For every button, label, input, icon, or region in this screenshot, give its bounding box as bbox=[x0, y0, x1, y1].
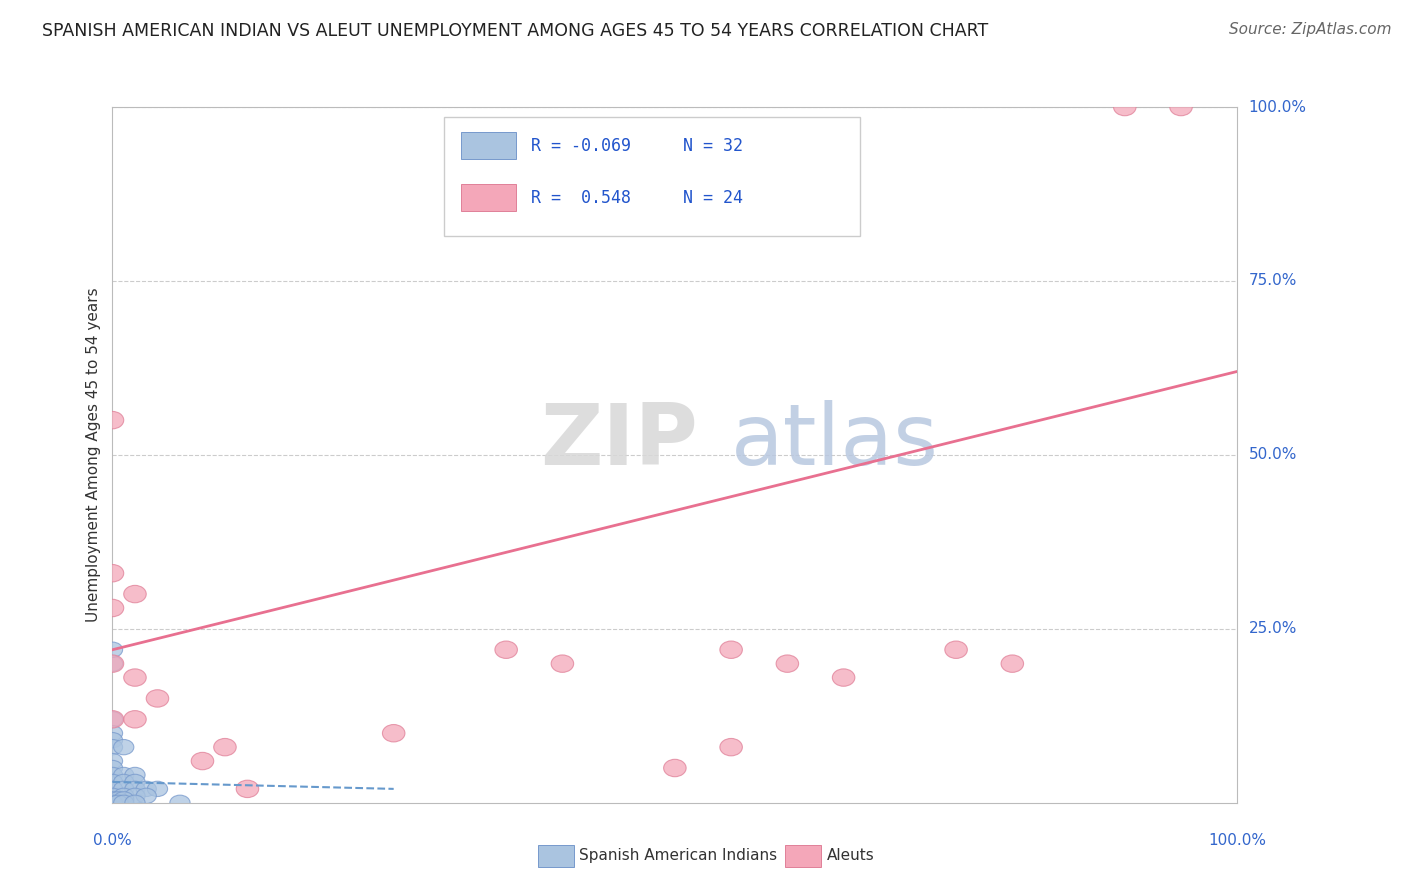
Ellipse shape bbox=[214, 739, 236, 756]
Ellipse shape bbox=[495, 641, 517, 658]
Ellipse shape bbox=[125, 767, 145, 782]
Text: N = 24: N = 24 bbox=[683, 189, 742, 207]
Ellipse shape bbox=[114, 792, 134, 807]
Ellipse shape bbox=[101, 411, 124, 429]
Text: atlas: atlas bbox=[731, 400, 939, 483]
Ellipse shape bbox=[124, 585, 146, 603]
Ellipse shape bbox=[146, 690, 169, 707]
Text: 100.0%: 100.0% bbox=[1249, 100, 1306, 114]
Text: Source: ZipAtlas.com: Source: ZipAtlas.com bbox=[1229, 22, 1392, 37]
Ellipse shape bbox=[101, 655, 124, 673]
Ellipse shape bbox=[1001, 655, 1024, 673]
Ellipse shape bbox=[236, 780, 259, 797]
Ellipse shape bbox=[191, 752, 214, 770]
Ellipse shape bbox=[103, 754, 122, 769]
Ellipse shape bbox=[101, 565, 124, 582]
Ellipse shape bbox=[103, 781, 122, 797]
Ellipse shape bbox=[136, 789, 156, 804]
Ellipse shape bbox=[114, 781, 134, 797]
Ellipse shape bbox=[114, 767, 134, 782]
Ellipse shape bbox=[664, 759, 686, 777]
Ellipse shape bbox=[114, 795, 134, 811]
Ellipse shape bbox=[832, 669, 855, 686]
Ellipse shape bbox=[136, 781, 156, 797]
Ellipse shape bbox=[108, 795, 128, 811]
Ellipse shape bbox=[720, 641, 742, 658]
FancyBboxPatch shape bbox=[537, 845, 574, 867]
Text: SPANISH AMERICAN INDIAN VS ALEUT UNEMPLOYMENT AMONG AGES 45 TO 54 YEARS CORRELAT: SPANISH AMERICAN INDIAN VS ALEUT UNEMPLO… bbox=[42, 22, 988, 40]
Ellipse shape bbox=[124, 711, 146, 728]
Ellipse shape bbox=[382, 724, 405, 742]
Ellipse shape bbox=[125, 795, 145, 811]
Ellipse shape bbox=[125, 781, 145, 797]
Ellipse shape bbox=[108, 792, 128, 807]
Ellipse shape bbox=[148, 781, 167, 797]
Ellipse shape bbox=[1170, 98, 1192, 116]
Ellipse shape bbox=[945, 641, 967, 658]
Text: Spanish American Indians: Spanish American Indians bbox=[579, 848, 778, 863]
FancyBboxPatch shape bbox=[461, 185, 516, 211]
Ellipse shape bbox=[103, 656, 122, 672]
Ellipse shape bbox=[103, 774, 122, 789]
Ellipse shape bbox=[103, 767, 122, 782]
Ellipse shape bbox=[720, 739, 742, 756]
Text: 50.0%: 50.0% bbox=[1249, 448, 1296, 462]
Ellipse shape bbox=[103, 789, 122, 804]
Ellipse shape bbox=[125, 774, 145, 789]
Ellipse shape bbox=[124, 669, 146, 686]
Text: Aleuts: Aleuts bbox=[827, 848, 875, 863]
Ellipse shape bbox=[103, 760, 122, 776]
FancyBboxPatch shape bbox=[444, 118, 860, 235]
Text: N = 32: N = 32 bbox=[683, 137, 742, 155]
Ellipse shape bbox=[170, 795, 190, 811]
Ellipse shape bbox=[114, 739, 134, 755]
Ellipse shape bbox=[103, 642, 122, 657]
Ellipse shape bbox=[125, 789, 145, 804]
Text: 75.0%: 75.0% bbox=[1249, 274, 1296, 288]
Ellipse shape bbox=[103, 712, 122, 727]
FancyBboxPatch shape bbox=[785, 845, 821, 867]
Text: 100.0%: 100.0% bbox=[1208, 833, 1267, 848]
Y-axis label: Unemployment Among Ages 45 to 54 years: Unemployment Among Ages 45 to 54 years bbox=[86, 287, 101, 623]
Text: R = -0.069: R = -0.069 bbox=[531, 137, 631, 155]
Ellipse shape bbox=[114, 789, 134, 804]
Ellipse shape bbox=[103, 792, 122, 807]
Ellipse shape bbox=[103, 795, 122, 811]
Ellipse shape bbox=[103, 725, 122, 741]
Text: 25.0%: 25.0% bbox=[1249, 622, 1296, 636]
Ellipse shape bbox=[103, 739, 122, 755]
Ellipse shape bbox=[101, 599, 124, 616]
Ellipse shape bbox=[103, 732, 122, 747]
Text: 0.0%: 0.0% bbox=[93, 833, 132, 848]
Ellipse shape bbox=[1114, 98, 1136, 116]
Text: R =  0.548: R = 0.548 bbox=[531, 189, 631, 207]
Ellipse shape bbox=[551, 655, 574, 673]
Ellipse shape bbox=[776, 655, 799, 673]
Ellipse shape bbox=[114, 774, 134, 789]
Text: ZIP: ZIP bbox=[540, 400, 697, 483]
Ellipse shape bbox=[101, 711, 124, 728]
FancyBboxPatch shape bbox=[461, 132, 516, 159]
